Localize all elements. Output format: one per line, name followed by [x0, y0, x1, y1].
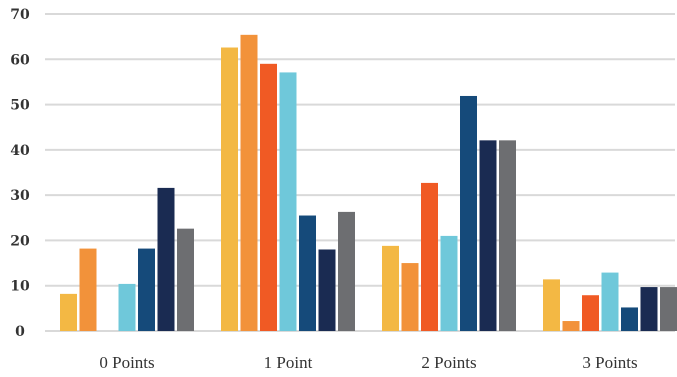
x-tick-labels: 0 Points 1 Point 2 Points 3 Points	[99, 353, 637, 372]
bar	[157, 187, 175, 331]
bar	[318, 249, 336, 331]
y-tick-label: 70	[10, 7, 30, 23]
bars	[60, 34, 677, 332]
bar	[421, 182, 438, 331]
bar	[479, 140, 497, 331]
y-tick-labels: 0 10 20 30 40 50 60 70	[10, 7, 30, 340]
bar	[338, 211, 355, 331]
bar	[279, 72, 297, 331]
bar	[221, 47, 238, 332]
bar	[582, 295, 599, 331]
y-tick-label: 50	[10, 98, 30, 114]
bar	[543, 279, 560, 331]
bar	[640, 287, 658, 331]
bar	[621, 307, 638, 331]
bar	[562, 321, 580, 331]
bar	[138, 248, 155, 331]
bar	[460, 95, 477, 332]
x-tick-label: 2 Points	[421, 353, 476, 372]
y-tick-label: 20	[10, 233, 30, 249]
x-tick-label: 0 Points	[99, 353, 154, 372]
bar	[260, 63, 277, 332]
bar	[118, 283, 136, 331]
y-tick-label: 0	[15, 324, 25, 340]
bar	[177, 228, 194, 331]
y-tick-label: 40	[10, 143, 30, 159]
bar	[382, 245, 399, 331]
y-tick-label: 30	[10, 188, 30, 204]
bar	[499, 140, 516, 331]
bar	[299, 215, 316, 331]
x-tick-label: 3 Points	[582, 353, 637, 372]
bar	[240, 34, 258, 332]
bar	[660, 287, 677, 331]
bar	[79, 248, 97, 331]
y-tick-label: 60	[10, 52, 30, 68]
bar	[401, 263, 419, 331]
bar	[60, 293, 77, 331]
bar	[601, 272, 619, 331]
bar	[440, 235, 458, 331]
x-tick-label: 1 Point	[264, 353, 313, 372]
y-tick-label: 10	[10, 279, 30, 295]
